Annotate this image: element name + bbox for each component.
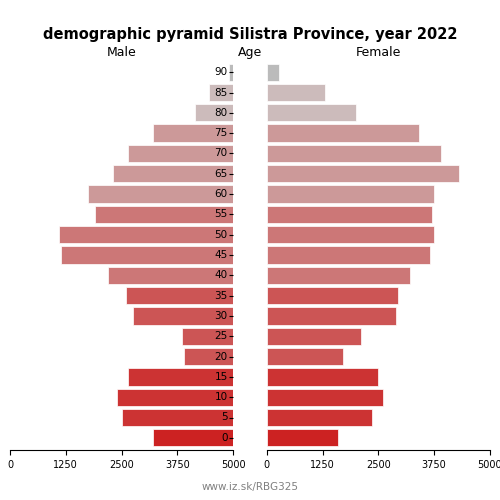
Bar <box>122 409 234 426</box>
Bar <box>266 388 383 406</box>
Text: demographic pyramid Silistra Province, year 2022: demographic pyramid Silistra Province, y… <box>43 28 457 42</box>
Bar <box>117 388 234 406</box>
Bar <box>266 145 441 162</box>
Bar <box>128 368 234 386</box>
Bar <box>108 266 234 284</box>
Bar <box>133 308 234 324</box>
Title: Female: Female <box>356 46 401 59</box>
Bar <box>196 104 234 122</box>
Bar <box>208 84 234 101</box>
Bar <box>182 328 234 345</box>
Bar <box>266 328 360 345</box>
Bar <box>59 226 234 244</box>
Bar <box>266 429 338 446</box>
Bar <box>153 124 234 142</box>
Bar <box>112 165 234 182</box>
Bar <box>88 186 234 202</box>
Bar <box>266 287 398 304</box>
Bar <box>266 84 325 101</box>
Bar <box>266 64 279 81</box>
Bar <box>266 266 410 284</box>
Bar <box>266 409 372 426</box>
Bar <box>266 206 432 223</box>
Bar <box>266 186 434 202</box>
Text: www.iz.sk/RBG325: www.iz.sk/RBG325 <box>202 482 298 492</box>
Title: Male: Male <box>107 46 136 59</box>
Bar <box>126 287 234 304</box>
Bar <box>153 429 234 446</box>
Bar <box>184 348 234 365</box>
Title: Age: Age <box>238 46 262 59</box>
Bar <box>266 368 378 386</box>
Bar <box>266 104 356 122</box>
Bar <box>128 145 234 162</box>
Bar <box>266 308 396 324</box>
Bar <box>62 246 234 264</box>
Bar <box>266 246 430 264</box>
Bar <box>95 206 234 223</box>
Bar <box>229 64 234 81</box>
Bar <box>266 226 434 244</box>
Bar <box>266 165 458 182</box>
Bar <box>266 124 418 142</box>
Bar <box>266 348 342 365</box>
